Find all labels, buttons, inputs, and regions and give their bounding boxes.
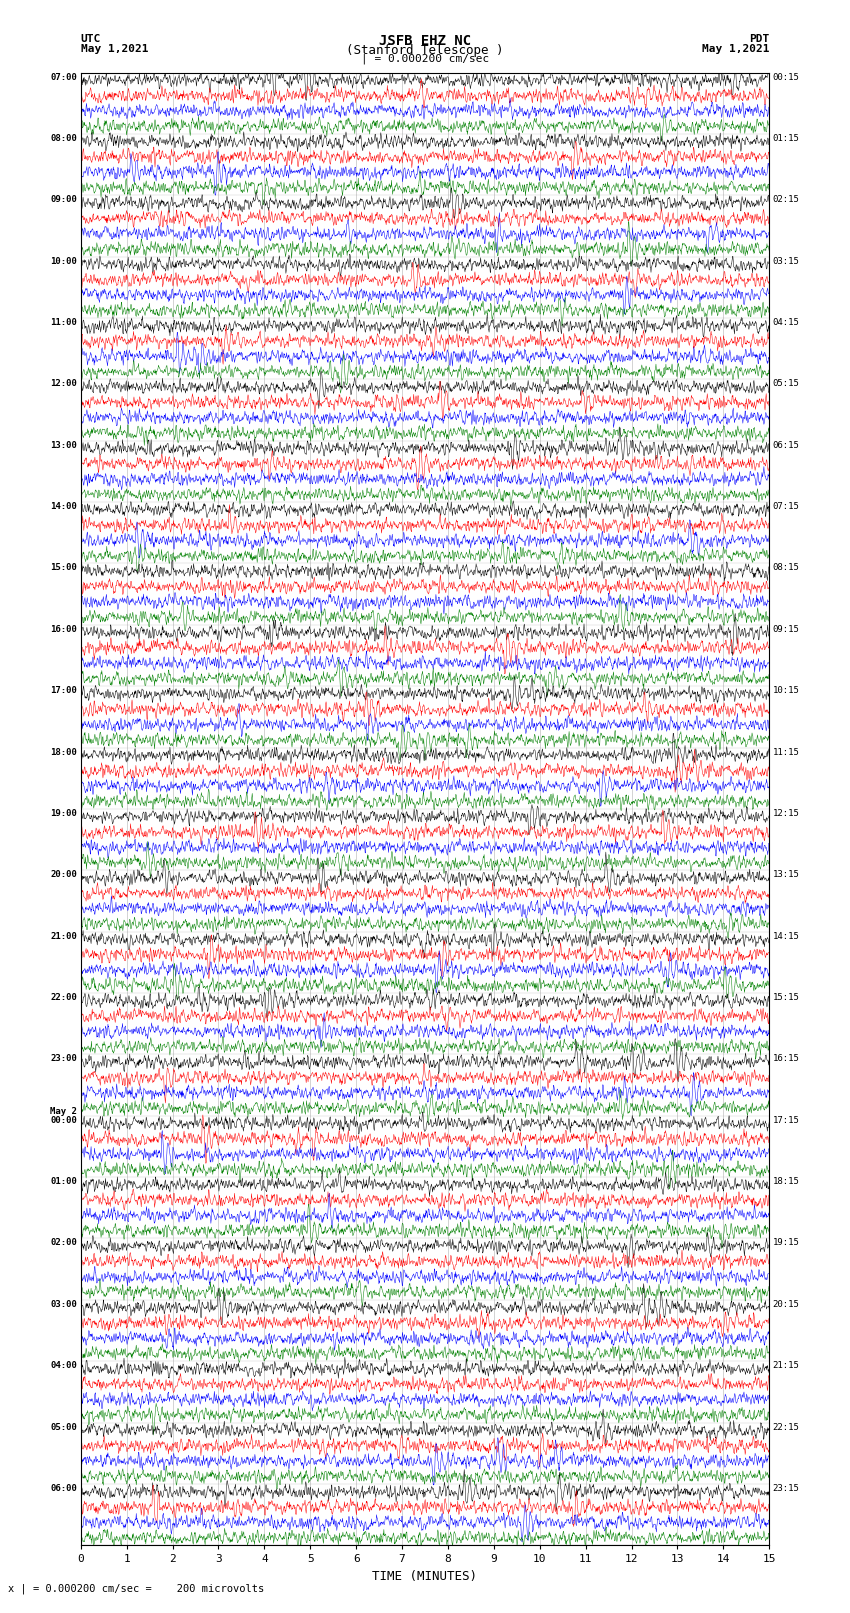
Text: 17:00: 17:00 xyxy=(50,686,77,695)
Text: 07:15: 07:15 xyxy=(773,502,800,511)
Text: 23:00: 23:00 xyxy=(50,1055,77,1063)
Text: UTC: UTC xyxy=(81,34,101,44)
Text: May 1,2021: May 1,2021 xyxy=(702,44,769,53)
Text: 02:00: 02:00 xyxy=(50,1239,77,1247)
Text: 14:00: 14:00 xyxy=(50,502,77,511)
Text: 13:00: 13:00 xyxy=(50,440,77,450)
Text: 10:00: 10:00 xyxy=(50,256,77,266)
Text: 21:15: 21:15 xyxy=(773,1361,800,1369)
Text: 16:15: 16:15 xyxy=(773,1055,800,1063)
Text: 09:15: 09:15 xyxy=(773,624,800,634)
Text: 02:15: 02:15 xyxy=(773,195,800,205)
Text: 14:15: 14:15 xyxy=(773,932,800,940)
Text: 07:00: 07:00 xyxy=(50,73,77,82)
Text: 22:00: 22:00 xyxy=(50,994,77,1002)
Text: 05:15: 05:15 xyxy=(773,379,800,389)
Text: JSFB EHZ NC: JSFB EHZ NC xyxy=(379,34,471,48)
Text: 00:15: 00:15 xyxy=(773,73,800,82)
Text: 01:15: 01:15 xyxy=(773,134,800,144)
Text: 19:15: 19:15 xyxy=(773,1239,800,1247)
Text: | = 0.000200 cm/sec: | = 0.000200 cm/sec xyxy=(361,53,489,65)
Text: 03:00: 03:00 xyxy=(50,1300,77,1308)
Text: 16:00: 16:00 xyxy=(50,624,77,634)
Text: 01:00: 01:00 xyxy=(50,1177,77,1186)
Text: 08:15: 08:15 xyxy=(773,563,800,573)
Text: 11:15: 11:15 xyxy=(773,747,800,756)
Text: 21:00: 21:00 xyxy=(50,932,77,940)
Text: 05:00: 05:00 xyxy=(50,1423,77,1431)
Text: 06:15: 06:15 xyxy=(773,440,800,450)
Text: 12:00: 12:00 xyxy=(50,379,77,389)
Text: 20:15: 20:15 xyxy=(773,1300,800,1308)
Text: 19:00: 19:00 xyxy=(50,810,77,818)
Text: 04:15: 04:15 xyxy=(773,318,800,327)
Text: 08:00: 08:00 xyxy=(50,134,77,144)
Text: 15:15: 15:15 xyxy=(773,994,800,1002)
Text: May 1,2021: May 1,2021 xyxy=(81,44,148,53)
Text: 09:00: 09:00 xyxy=(50,195,77,205)
Text: 10:15: 10:15 xyxy=(773,686,800,695)
Text: 04:00: 04:00 xyxy=(50,1361,77,1369)
Text: 13:15: 13:15 xyxy=(773,871,800,879)
Text: x | = 0.000200 cm/sec =    200 microvolts: x | = 0.000200 cm/sec = 200 microvolts xyxy=(8,1582,264,1594)
Text: May 2: May 2 xyxy=(50,1107,77,1116)
Text: (Stanford Telescope ): (Stanford Telescope ) xyxy=(346,44,504,56)
Text: 03:15: 03:15 xyxy=(773,256,800,266)
Text: 23:15: 23:15 xyxy=(773,1484,800,1494)
Text: 17:15: 17:15 xyxy=(773,1116,800,1124)
Text: 12:15: 12:15 xyxy=(773,810,800,818)
Text: 22:15: 22:15 xyxy=(773,1423,800,1431)
X-axis label: TIME (MINUTES): TIME (MINUTES) xyxy=(372,1569,478,1582)
Text: 11:00: 11:00 xyxy=(50,318,77,327)
Text: 06:00: 06:00 xyxy=(50,1484,77,1494)
Text: 18:00: 18:00 xyxy=(50,747,77,756)
Text: 20:00: 20:00 xyxy=(50,871,77,879)
Text: 18:15: 18:15 xyxy=(773,1177,800,1186)
Text: 15:00: 15:00 xyxy=(50,563,77,573)
Text: 00:00: 00:00 xyxy=(50,1116,77,1124)
Text: PDT: PDT xyxy=(749,34,769,44)
